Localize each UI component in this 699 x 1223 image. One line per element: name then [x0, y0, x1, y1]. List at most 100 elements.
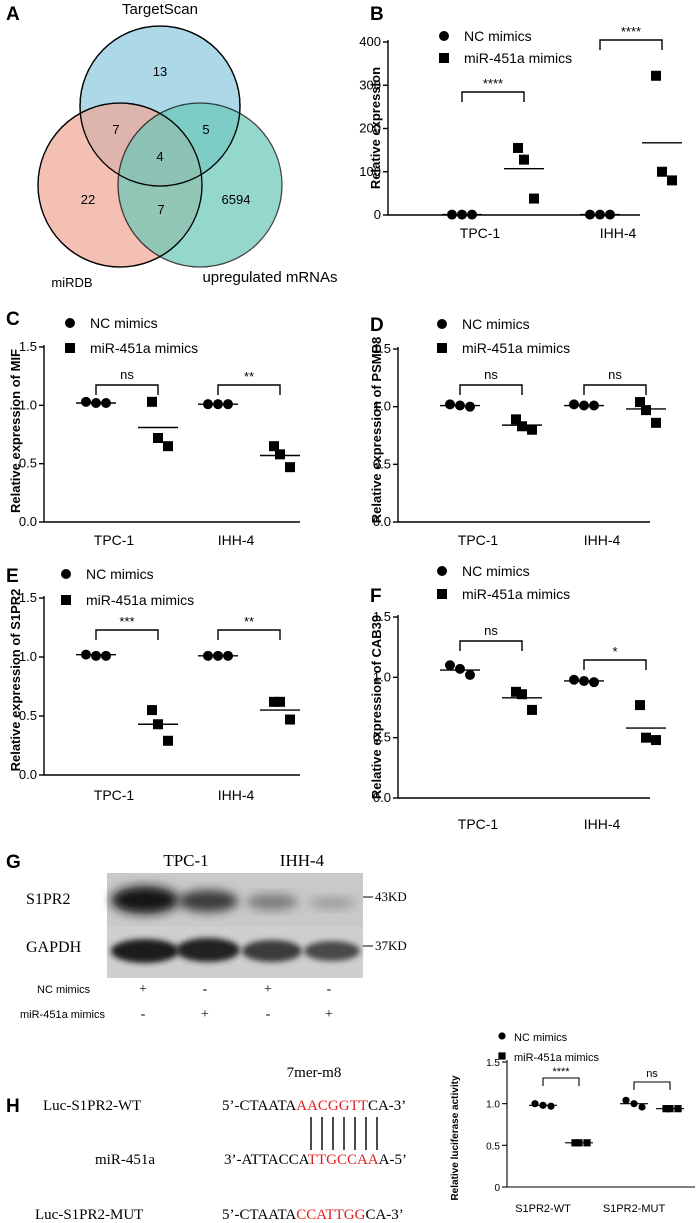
- chart-b-sig-label: ****: [483, 76, 503, 91]
- chart-f-sig-bracket: [459, 640, 523, 651]
- panel-h-label: H: [6, 1096, 20, 1117]
- chart-f-legend-marker-nc: [437, 566, 447, 576]
- venn-count-targetscan-mirdb: 7: [112, 122, 119, 137]
- seed-site-label: 7mer-m8: [287, 1065, 342, 1081]
- chart-f-point-mir: [651, 735, 661, 746]
- chart-c-legend-label: miR-451a mimics: [90, 340, 198, 356]
- chart-h-point-nc: [547, 1102, 555, 1110]
- chart-e-legend-marker-mir: [61, 595, 71, 605]
- chart-b-sig-bracket: [599, 39, 663, 50]
- wb-sign-nc-3: +: [264, 982, 272, 997]
- chart-b: B 0 100 200 300 400 Relative expression TPC-1 IH…: [359, 4, 682, 241]
- chart-f-point-mir: [527, 704, 537, 715]
- chart-b-legend-marker-mir: [439, 53, 449, 63]
- chart-c-point-mir: [147, 396, 157, 407]
- chart-d-sig-bracket: [583, 384, 647, 395]
- chart-b-legend-label: NC mimics: [464, 28, 532, 44]
- seq-mut: 5’-CTAATACCATTGGCA-3’: [222, 1207, 404, 1223]
- chart-b-category-label: IHH-4: [600, 225, 637, 241]
- venn-count-all: 4: [156, 149, 163, 164]
- chart-c-point-mir: [285, 462, 295, 473]
- wb-sign-mir-2: +: [201, 1007, 209, 1022]
- venn-count-targetscan-only: 13: [153, 64, 167, 79]
- chart-f-point-nc: [465, 669, 475, 680]
- chart-d-point-mir: [641, 405, 651, 416]
- chart-b-point-mir: [651, 70, 661, 81]
- chart-h-legend-marker-mir: [498, 1052, 506, 1060]
- wb-sign-nc-1: +: [139, 982, 147, 997]
- chart-c-ytick-label: 1.5: [19, 339, 37, 354]
- chart-h-sig-bracket: [542, 1077, 580, 1086]
- chart-h-point-nc: [531, 1100, 539, 1108]
- wb-band-gapdh-3: [242, 940, 302, 962]
- chart-f-ytick-label: 0.5: [373, 730, 391, 745]
- chart-d-ytick-label: 1.0: [373, 399, 391, 414]
- chart-c-sig-label: **: [244, 369, 254, 384]
- chart-f-ytick-label: 1.0: [373, 669, 391, 684]
- chart-b-panel-label: B: [370, 4, 384, 25]
- wb-band-s1pr2-4: [308, 897, 356, 909]
- chart-e-legend-label: miR-451a mimics: [86, 592, 194, 608]
- chart-d-sig-bracket: [459, 384, 523, 395]
- chart-e-legend-marker-nc: [61, 569, 71, 579]
- chart-e-legend-label: NC mimics: [86, 566, 154, 582]
- chart-f-point-mir: [511, 686, 521, 697]
- chart-c-panel-label: C: [6, 309, 20, 330]
- chart-e-ytick-label: 1.5: [19, 590, 37, 605]
- chart-b-ytick-label: 200: [359, 121, 381, 136]
- chart-h-ytick-label: 0.5: [486, 1141, 500, 1152]
- chart-e-point-nc: [91, 650, 101, 661]
- chart-h-category-label: S1PR2-MUT: [603, 1203, 666, 1215]
- chart-f-point-nc: [445, 660, 455, 671]
- chart-d-sig-label: ns: [608, 367, 622, 382]
- wb-band-s1pr2-2: [178, 890, 238, 912]
- wb-band-gapdh-4: [304, 941, 360, 961]
- wb-sign-mir-1: -: [141, 1007, 146, 1022]
- chart-d-point-nc: [465, 401, 475, 412]
- wb-row-label-s1pr2: S1PR2: [26, 891, 70, 908]
- venn-targetscan-label: TargetScan: [122, 1, 198, 18]
- seq-wt: 5’-CTAATAAACGGTTCA-3’: [222, 1098, 406, 1114]
- panel-g: G TPC-1 IHH-4 S1PR2 GAPDH 43KD 37KD NC m…: [6, 851, 407, 1022]
- chart-d-category-label: TPC-1: [458, 532, 499, 548]
- chart-f-ylabel: Relative expression of CAB39: [369, 615, 384, 799]
- chart-d-point-mir: [651, 417, 661, 428]
- chart-b-point-mir: [513, 142, 523, 153]
- chart-e-ytick-label: 1.0: [19, 649, 37, 664]
- chart-c-point-mir: [269, 441, 279, 452]
- chart-d-ytick-label: 0.5: [373, 456, 391, 471]
- chart-h-sig-bracket: [633, 1081, 671, 1090]
- chart-d-point-mir: [517, 421, 527, 432]
- chart-h-category-label: S1PR2-WT: [515, 1203, 571, 1215]
- chart-e-sig-bracket: [95, 629, 159, 640]
- chart-c-sig-bracket: [95, 384, 159, 395]
- chart-f-point-mir: [635, 700, 645, 711]
- wb-condition-mir451a: miR-451a mimics: [20, 1009, 105, 1021]
- chart-b-point-mir: [667, 175, 677, 186]
- wb-sign-mir-4: +: [325, 1007, 333, 1022]
- venn-upregulated-circle: [117, 102, 283, 268]
- chart-e-category-label: IHH-4: [218, 787, 255, 803]
- wb-row-label-gapdh: GAPDH: [26, 939, 82, 956]
- chart-b-legend-marker-nc: [439, 31, 449, 41]
- wb-band-s1pr2-3: [246, 894, 298, 910]
- chart-h-point-nc: [638, 1103, 646, 1111]
- venn-count-targetscan-upregulated: 5: [202, 122, 209, 137]
- chart-b-category-label: TPC-1: [460, 225, 501, 241]
- chart-d-point-mir: [527, 424, 537, 435]
- chart-e-point-nc: [101, 650, 111, 661]
- chart-f-legend-marker-mir: [437, 589, 447, 599]
- chart-e-ylabel: Relative expression of S1PR2: [8, 589, 23, 772]
- seq-name-wt: Luc-S1PR2-WT: [43, 1098, 141, 1114]
- chart-e-sig-label: **: [244, 614, 254, 629]
- panel-a-label: A: [6, 4, 20, 25]
- chart-h-legend-marker-nc: [498, 1032, 506, 1040]
- chart-e-point-mir: [275, 696, 285, 707]
- seq-name-mut: Luc-S1PR2-MUT: [35, 1207, 143, 1223]
- wb-condition-nc: NC mimics: [37, 984, 91, 996]
- chart-c-legend-label: NC mimics: [90, 315, 158, 331]
- chart-h-sig-label: ns: [646, 1068, 658, 1080]
